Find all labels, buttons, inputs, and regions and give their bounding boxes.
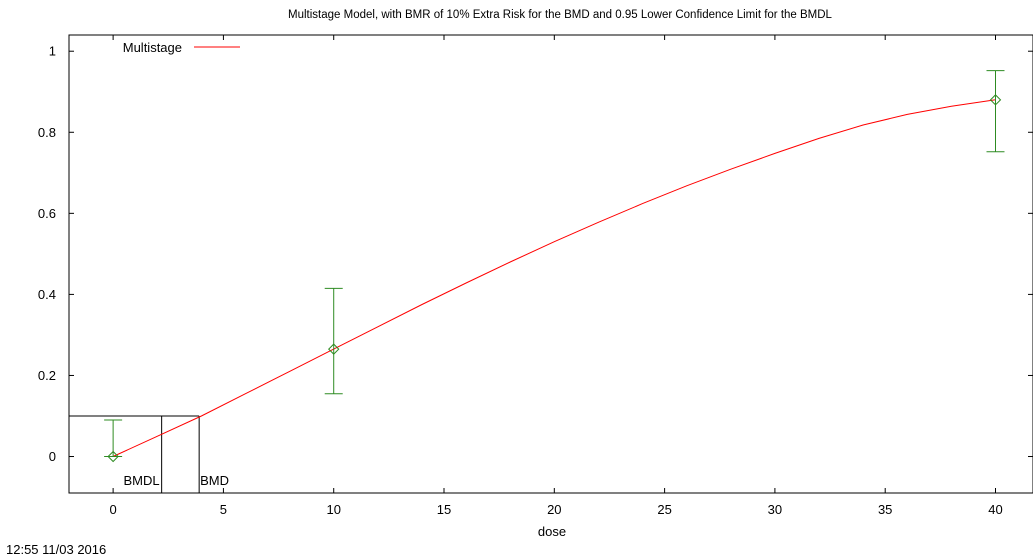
model-curve-multistage [112, 99, 996, 457]
y-tick-label: 1 [49, 44, 56, 59]
data-point-marker [989, 94, 1002, 106]
chart-title: Multistage Model, with BMR of 10% Extra … [288, 9, 833, 21]
legend-label-multistage: Multistage [123, 40, 182, 55]
bmd-reference-lines [69, 415, 200, 493]
bmd-label: BMD [200, 473, 229, 488]
observed-data-series [104, 70, 1005, 463]
y-axis: 0 0.2 0.4 0.6 0.8 1 [38, 44, 1033, 464]
x-axis-label: dose [538, 524, 566, 539]
y-tick-label: 0.6 [38, 206, 56, 221]
legend: Multistage [123, 40, 240, 55]
y-tick-label: 0 [49, 449, 56, 464]
timestamp: 12:55 11/03 2016 [6, 542, 106, 557]
x-tick-label: 10 [326, 502, 340, 517]
x-tick-label: 0 [110, 502, 117, 517]
y-tick-label: 0.4 [38, 287, 56, 302]
x-tick-label: 5 [220, 502, 227, 517]
x-tick-label: 20 [547, 502, 561, 517]
x-tick-label: 15 [437, 502, 451, 517]
bmdl-label: BMDL [124, 473, 160, 488]
x-tick-label: 40 [988, 502, 1002, 517]
x-tick-label: 25 [657, 502, 671, 517]
y-tick-label: 0.2 [38, 368, 56, 383]
y-tick-label: 0.8 [38, 125, 56, 140]
x-tick-label: 30 [768, 502, 782, 517]
x-tick-label: 35 [878, 502, 892, 517]
data-point-marker [328, 343, 340, 355]
plot-frame [68, 34, 1033, 494]
x-axis: 0 5 10 15 20 25 30 35 40 [110, 35, 1003, 517]
data-point-marker [107, 450, 119, 463]
